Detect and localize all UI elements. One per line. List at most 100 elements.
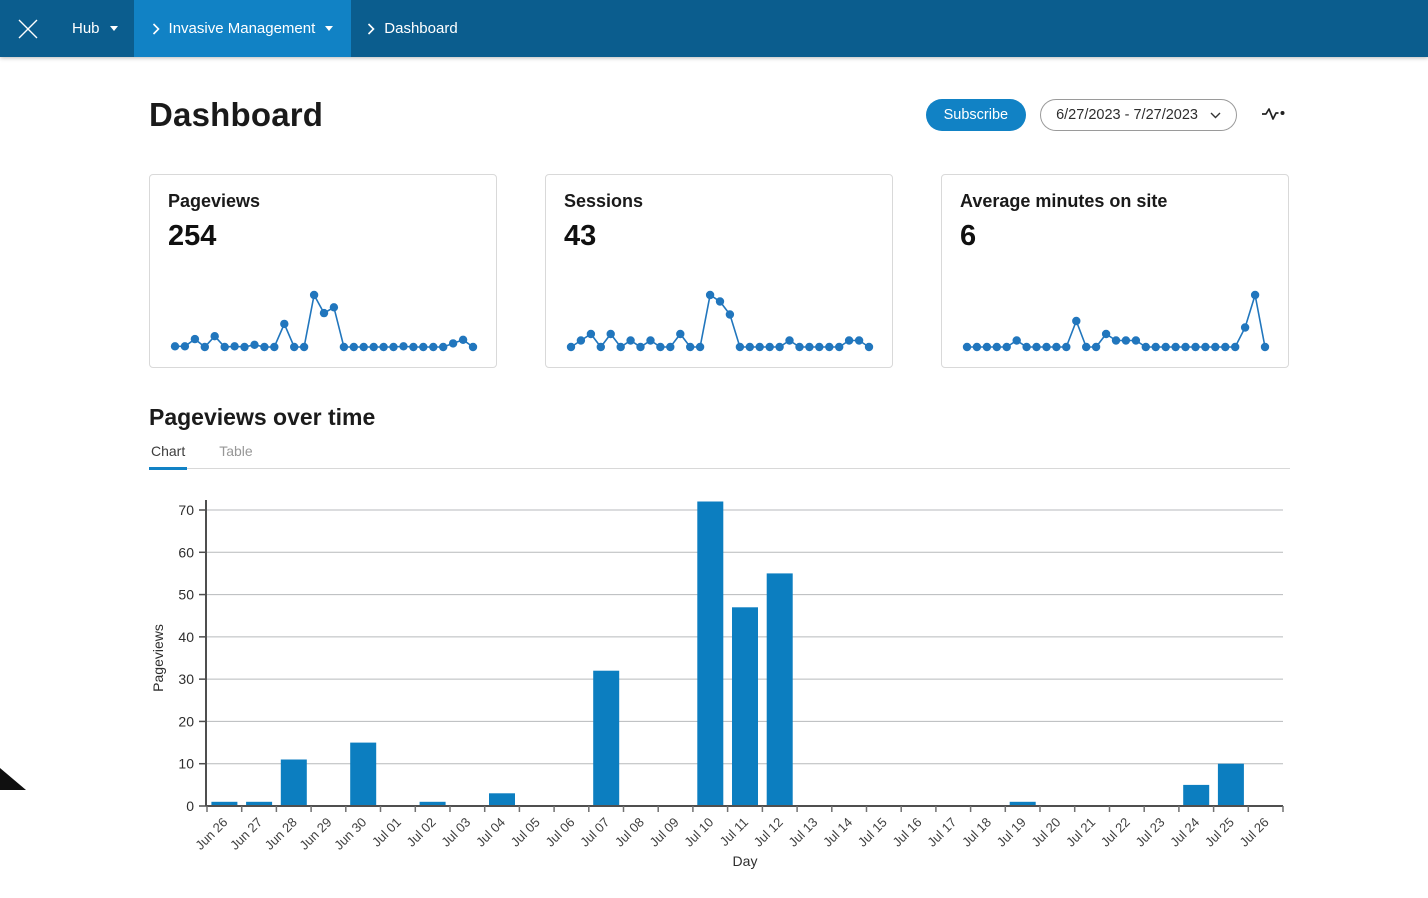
stat-value: 254 <box>168 220 217 252</box>
close-icon[interactable] <box>0 0 56 57</box>
x-axis-title: Day <box>733 853 758 869</box>
x-tick-label: Jul 15 <box>855 815 890 850</box>
x-tick-label: Jul 03 <box>438 815 473 850</box>
date-range-select[interactable]: 6/27/2023 - 7/27/2023 <box>1040 99 1237 131</box>
sessions-sparkline <box>566 290 874 352</box>
chart-bar-jul-10[interactable] <box>697 501 724 807</box>
sparkline-point <box>1082 342 1091 352</box>
x-tick-label: Jul 05 <box>508 815 543 850</box>
y-tick-label: 50 <box>178 587 194 603</box>
chart-bar-jun-26[interactable] <box>211 801 238 806</box>
x-tick-label: Jul 04 <box>473 815 508 850</box>
sparkline-point <box>686 342 695 352</box>
tab-table[interactable]: Table <box>217 441 254 470</box>
chart-bar-jul-11[interactable] <box>732 607 758 806</box>
sparkline-point <box>319 308 329 318</box>
x-tick-label: Jul 20 <box>1028 815 1063 850</box>
stat-label: Sessions <box>564 191 644 211</box>
chart-area: 0 10 20 30 40 50 60 70 Jun 26 Jun 27 Jun 28 Jun 29 J… <box>149 480 1290 880</box>
chart-bar-jun-27[interactable] <box>246 801 273 806</box>
sparkline-point <box>1012 336 1021 345</box>
tab-chart[interactable]: Chart <box>149 441 188 470</box>
sparkline-point <box>309 290 319 300</box>
sparkline-point <box>606 329 615 339</box>
x-tick-label: Jun 29 <box>296 815 334 853</box>
chart-bar-jul-19[interactable] <box>1009 801 1036 806</box>
sparkline-point <box>1002 342 1011 352</box>
sparkline-point <box>1052 342 1061 352</box>
sparkline-point <box>1042 342 1051 352</box>
sparkline-point <box>1151 342 1160 352</box>
chart-bar-jul-25[interactable] <box>1217 763 1244 806</box>
sparkline-point <box>695 342 705 352</box>
stat-card-avg-minutes: Average minutes on site 6 <box>941 174 1289 368</box>
chart-bar-jul-07[interactable] <box>593 670 620 806</box>
sparkline-point <box>705 290 715 300</box>
sparkline-point <box>170 342 180 351</box>
sparkline-point <box>1022 342 1031 352</box>
sparkline-point <box>448 339 458 348</box>
sparkline-point <box>596 342 605 352</box>
chart-bar-jun-28[interactable] <box>280 759 307 807</box>
sparkline-point <box>735 342 745 352</box>
caret-down-icon <box>109 26 118 31</box>
sparkline-point <box>854 336 864 345</box>
sparkline-point <box>399 342 408 351</box>
sparkline-point <box>1091 342 1101 352</box>
sparkline-point <box>962 342 972 352</box>
sparkline-point <box>1062 342 1071 352</box>
chart-bar-jul-04[interactable] <box>489 793 515 806</box>
x-tick-label: Jul 14 <box>820 815 855 850</box>
sparkline-point <box>419 342 428 352</box>
sparkline-point <box>1260 342 1270 352</box>
caret-down-icon <box>325 26 334 31</box>
nav-site-menu[interactable]: Invasive Management <box>133 0 352 57</box>
sparkline-point <box>982 342 992 352</box>
sparkline-point <box>626 336 635 345</box>
sparkline-point <box>1171 342 1180 352</box>
sparkline-point <box>676 329 685 339</box>
sparkline-point <box>566 342 576 352</box>
sparkline-point <box>260 342 269 352</box>
sparkline-point <box>1101 329 1111 339</box>
sparkline-point <box>805 342 814 352</box>
stat-card-sessions: Sessions 43 <box>545 174 893 368</box>
sparkline-point <box>1181 342 1190 352</box>
cursor-artifact <box>0 768 26 790</box>
sparkline-point <box>785 336 794 345</box>
sparkline-point <box>220 342 229 352</box>
sparkline-point <box>200 342 209 352</box>
sparkline-point <box>775 342 784 352</box>
activity-pulse-icon[interactable] <box>1257 101 1290 129</box>
sparkline-point <box>1111 336 1121 345</box>
header-controls: Subscribe 6/27/2023 - 7/27/2023 <box>925 99 1290 131</box>
chart-bar-jun-30[interactable] <box>350 742 377 806</box>
chart-bar-jul-12[interactable] <box>766 573 793 806</box>
sparkline-point <box>299 342 309 352</box>
nav-page-dashboard[interactable]: Dashboard <box>351 0 473 57</box>
sparkline-point <box>1121 336 1131 345</box>
x-tick-label: Jun 26 <box>192 815 230 853</box>
sparkline-point <box>616 342 625 352</box>
nav-hub-menu[interactable]: Hub <box>56 0 134 57</box>
sparkline-point <box>1240 323 1250 332</box>
chart-bar-jul-02[interactable] <box>419 801 446 806</box>
sparkline-point <box>745 342 754 352</box>
stat-value: 43 <box>564 220 597 252</box>
sparkline-point <box>230 342 239 351</box>
sparkline-point <box>646 336 655 345</box>
y-tick-label: 30 <box>178 671 194 687</box>
nav-hub-label: Hub <box>72 20 100 37</box>
sparkline-point <box>359 342 368 352</box>
close-x-glyph <box>18 19 38 38</box>
x-tick-label: Jul 19 <box>994 815 1029 850</box>
x-tick-label: Jul 17 <box>924 815 959 850</box>
sparkline-point <box>636 342 645 352</box>
x-tick-label: Jul 21 <box>1063 815 1098 850</box>
chart-bar-jul-24[interactable] <box>1183 784 1210 806</box>
sparkline-point <box>992 342 1001 352</box>
avg-minutes-sparkline <box>962 290 1270 352</box>
sparkline-point <box>864 342 874 352</box>
sparkline-point <box>835 342 844 352</box>
subscribe-button[interactable]: Subscribe <box>925 99 1027 131</box>
